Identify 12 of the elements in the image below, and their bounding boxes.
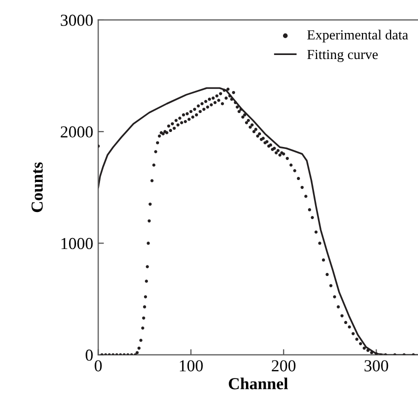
x-tick-label: 0 <box>94 360 102 372</box>
x-tick-label: 100 <box>180 360 203 372</box>
legend-label: Experimental data <box>307 30 408 42</box>
legend-label: Fitting curve <box>307 50 378 62</box>
y-tick-label: 1000 <box>62 238 93 250</box>
x-tick-label: 200 <box>272 360 296 372</box>
y-tick-label: 0 <box>86 350 93 361</box>
y-axis-title: Counts <box>32 162 43 212</box>
x-axis-title: Channel <box>228 378 288 390</box>
y-tick-label: 2000 <box>60 126 93 138</box>
y-tick-label: 3000 <box>60 14 93 26</box>
x-tick-label: 300 <box>364 360 388 372</box>
